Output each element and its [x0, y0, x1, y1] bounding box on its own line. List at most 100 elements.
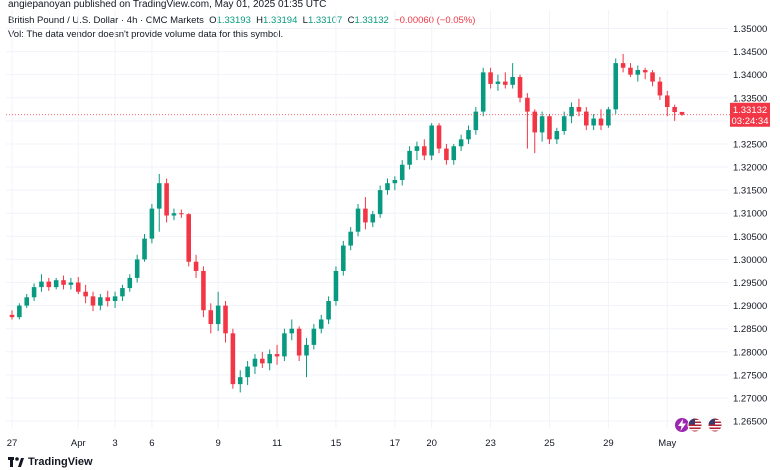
candle — [664, 90, 670, 117]
us-flag-icon[interactable] — [687, 417, 703, 433]
candle — [576, 98, 582, 117]
candle-body — [517, 76, 523, 98]
candle — [171, 208, 177, 221]
candle — [9, 310, 15, 320]
x-tick-label: 17 — [390, 438, 401, 449]
candle-body — [436, 125, 442, 149]
candle-body — [326, 300, 331, 320]
candle-body — [333, 270, 339, 301]
candle — [245, 361, 250, 386]
candle-body — [304, 344, 309, 356]
candle-body — [407, 150, 412, 165]
candle — [510, 63, 515, 89]
candle-body — [355, 208, 361, 232]
candle-body — [289, 328, 295, 334]
candle — [304, 337, 309, 378]
candle — [451, 143, 457, 165]
candle-body — [68, 282, 74, 285]
candle — [650, 70, 655, 87]
candle-body — [318, 319, 324, 329]
candle-body — [554, 131, 560, 140]
candle-body — [201, 270, 206, 311]
candle-body — [9, 314, 15, 318]
price-badge-bg — [730, 102, 770, 127]
candle-body — [75, 282, 81, 292]
candle — [282, 328, 287, 362]
us-flag-icon-2[interactable] — [707, 417, 723, 433]
y-tick-label: 1.33500 — [733, 93, 767, 104]
candle — [392, 176, 398, 191]
candle-body — [584, 111, 589, 126]
candle — [230, 328, 236, 389]
candle-body — [642, 70, 648, 73]
candle-body — [149, 208, 155, 239]
candle-body — [260, 358, 265, 364]
candle — [274, 344, 280, 365]
candle — [267, 349, 272, 371]
candle — [326, 296, 331, 325]
y-tick-label: 1.32500 — [733, 139, 767, 150]
candle-body — [679, 111, 685, 115]
candle-body — [46, 281, 52, 288]
candle — [296, 326, 302, 362]
x-tick-label: 29 — [603, 438, 614, 449]
candle — [657, 76, 663, 101]
candle — [208, 303, 214, 334]
close-value: 1.33132 — [354, 15, 389, 26]
candle — [98, 294, 103, 311]
symbol-title[interactable]: British Pound / U.S. Dollar · 4h · CMC M… — [8, 15, 204, 26]
candle-body — [510, 76, 515, 85]
candle-body — [171, 213, 177, 216]
candle — [422, 139, 427, 161]
open-value: 1.33193 — [216, 15, 251, 26]
candle — [252, 354, 258, 374]
candle — [363, 197, 368, 230]
candle — [488, 67, 493, 89]
candle — [444, 143, 449, 165]
candle — [355, 203, 361, 237]
candle-body — [444, 148, 449, 161]
candle — [61, 275, 66, 290]
candle — [613, 58, 619, 114]
candle-body — [98, 297, 103, 306]
candle — [539, 111, 545, 142]
candle — [429, 123, 434, 161]
candle — [223, 300, 228, 343]
candle — [554, 127, 560, 144]
candle — [341, 240, 346, 276]
x-tick-label: 3 — [112, 438, 117, 449]
ohlc-values: O1.33193 H1.33194 L1.33107 C1.33132 −0.0… — [207, 15, 475, 26]
candle-body — [296, 328, 302, 356]
candle — [547, 113, 552, 144]
candle-body — [237, 377, 243, 385]
price-badge-countdown: 03:24:34 — [732, 116, 769, 127]
open-label: O — [209, 15, 217, 26]
low-label: L — [302, 15, 308, 26]
candle-body — [245, 366, 250, 378]
candle-body — [672, 106, 677, 113]
candle-body — [532, 111, 538, 133]
candle — [517, 74, 523, 103]
candle-body — [635, 70, 641, 75]
candle-body — [377, 190, 383, 215]
candle-body — [385, 183, 390, 191]
candle-body — [539, 116, 545, 133]
tradingview-footer[interactable]: TradingView — [8, 454, 93, 470]
candle-body — [620, 63, 626, 68]
candle — [598, 109, 604, 131]
candle — [399, 160, 405, 186]
candle-body — [591, 118, 596, 126]
candle — [112, 291, 118, 308]
candle — [532, 109, 538, 154]
lightning-icon[interactable] — [674, 417, 690, 433]
candle-body — [39, 281, 44, 288]
tradingview-brand: TradingView — [28, 456, 93, 468]
x-tick-label: Apr — [71, 438, 86, 449]
candle-body — [24, 297, 30, 306]
candle — [318, 314, 324, 334]
y-tick-label: 1.29500 — [733, 278, 767, 289]
y-tick-label: 1.34500 — [733, 47, 767, 58]
candle — [46, 277, 52, 291]
candle — [31, 283, 37, 301]
